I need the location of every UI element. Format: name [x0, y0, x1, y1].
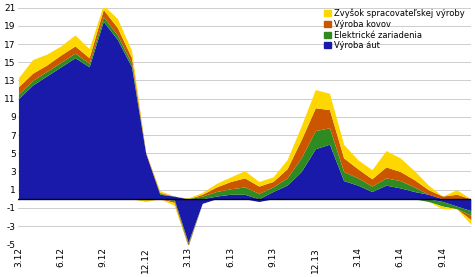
Legend: Zvyšok spracovateľskej výroby, Výroba kovov, Elektrické zariadenia, Výroba áut: Zvyšok spracovateľskej výroby, Výroba ko…	[323, 7, 466, 52]
